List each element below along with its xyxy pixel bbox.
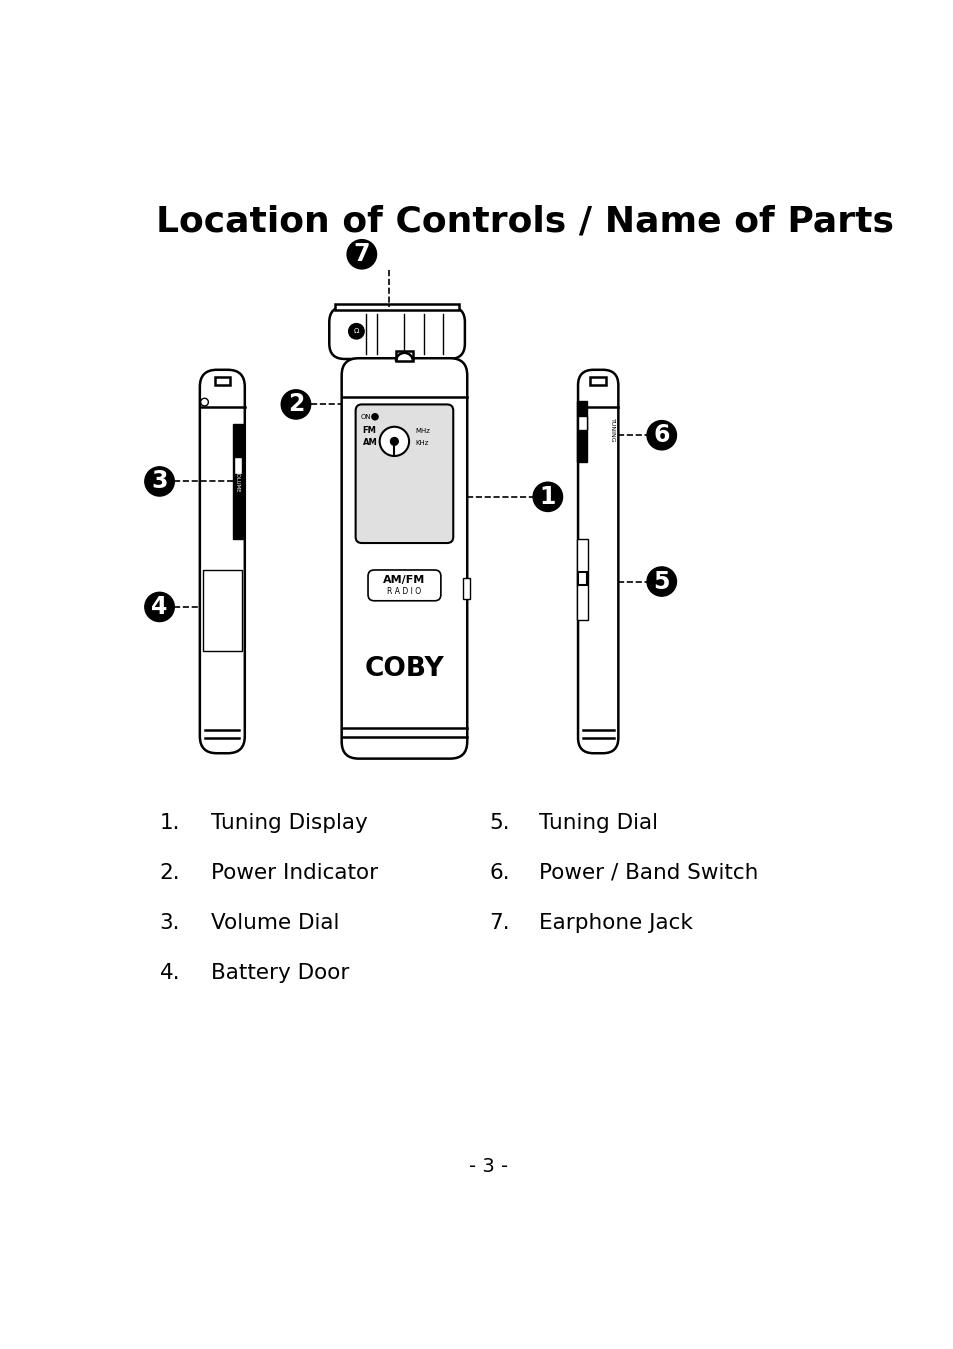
Text: 7.: 7. xyxy=(489,913,510,932)
Bar xyxy=(214,378,230,386)
Text: 2.: 2. xyxy=(159,862,180,882)
Text: 2: 2 xyxy=(288,393,304,417)
Circle shape xyxy=(347,240,376,268)
Text: AM/FM: AM/FM xyxy=(383,575,425,585)
Text: Power / Band Switch: Power / Band Switch xyxy=(538,862,758,882)
FancyBboxPatch shape xyxy=(329,306,464,359)
Bar xyxy=(335,305,458,310)
Text: 5: 5 xyxy=(653,569,669,594)
Circle shape xyxy=(145,467,174,496)
Circle shape xyxy=(348,324,364,339)
Text: 3: 3 xyxy=(152,469,168,494)
Text: 4: 4 xyxy=(152,595,168,619)
Text: AM: AM xyxy=(362,438,377,448)
Text: Earphone Jack: Earphone Jack xyxy=(538,913,693,932)
Text: Battery Door: Battery Door xyxy=(211,963,349,982)
Text: FM: FM xyxy=(362,426,376,436)
FancyBboxPatch shape xyxy=(368,571,440,600)
Circle shape xyxy=(200,398,208,406)
Circle shape xyxy=(372,414,377,420)
Text: 6.: 6. xyxy=(489,862,510,882)
Bar xyxy=(233,457,242,473)
Text: 3.: 3. xyxy=(159,913,180,932)
Text: OFF: OFF xyxy=(581,591,586,603)
Text: Tuning Display: Tuning Display xyxy=(211,812,367,832)
Text: 6: 6 xyxy=(653,424,669,448)
Text: TUNING: TUNING xyxy=(610,418,615,442)
Bar xyxy=(233,424,243,540)
Text: VOLUME: VOLUME xyxy=(235,469,240,492)
Text: KHz: KHz xyxy=(415,440,428,447)
Text: AM: AM xyxy=(581,564,586,573)
Text: R A D I O: R A D I O xyxy=(387,587,421,596)
Bar xyxy=(578,415,586,430)
Text: ON: ON xyxy=(360,414,372,420)
Circle shape xyxy=(145,592,174,622)
Circle shape xyxy=(379,426,409,456)
Text: 7: 7 xyxy=(354,243,370,266)
Bar xyxy=(577,401,587,463)
Text: Tuning Dial: Tuning Dial xyxy=(538,812,658,832)
Bar xyxy=(203,571,241,650)
Text: MHz: MHz xyxy=(415,428,430,433)
Text: FM: FM xyxy=(581,546,586,556)
Circle shape xyxy=(646,421,676,449)
FancyBboxPatch shape xyxy=(199,370,245,753)
FancyBboxPatch shape xyxy=(341,359,467,758)
Text: Ω: Ω xyxy=(354,328,358,335)
Text: - 3 -: - 3 - xyxy=(469,1157,508,1176)
Text: Power Indicator: Power Indicator xyxy=(211,862,377,882)
Bar xyxy=(590,378,605,386)
Bar xyxy=(395,351,413,362)
Circle shape xyxy=(281,390,311,420)
Text: 4.: 4. xyxy=(159,963,180,982)
Circle shape xyxy=(533,482,562,511)
Bar xyxy=(577,540,587,621)
Text: Location of Controls / Name of Parts: Location of Controls / Name of Parts xyxy=(155,204,893,239)
Circle shape xyxy=(390,437,397,445)
FancyBboxPatch shape xyxy=(578,370,618,753)
Text: 5.: 5. xyxy=(489,812,510,832)
Bar xyxy=(578,572,587,585)
Text: COBY: COBY xyxy=(364,656,444,681)
Bar xyxy=(463,577,470,599)
Circle shape xyxy=(646,567,676,596)
Text: 1.: 1. xyxy=(159,812,180,832)
Text: 1: 1 xyxy=(539,484,556,509)
Text: Volume Dial: Volume Dial xyxy=(211,913,338,932)
FancyBboxPatch shape xyxy=(355,405,453,544)
